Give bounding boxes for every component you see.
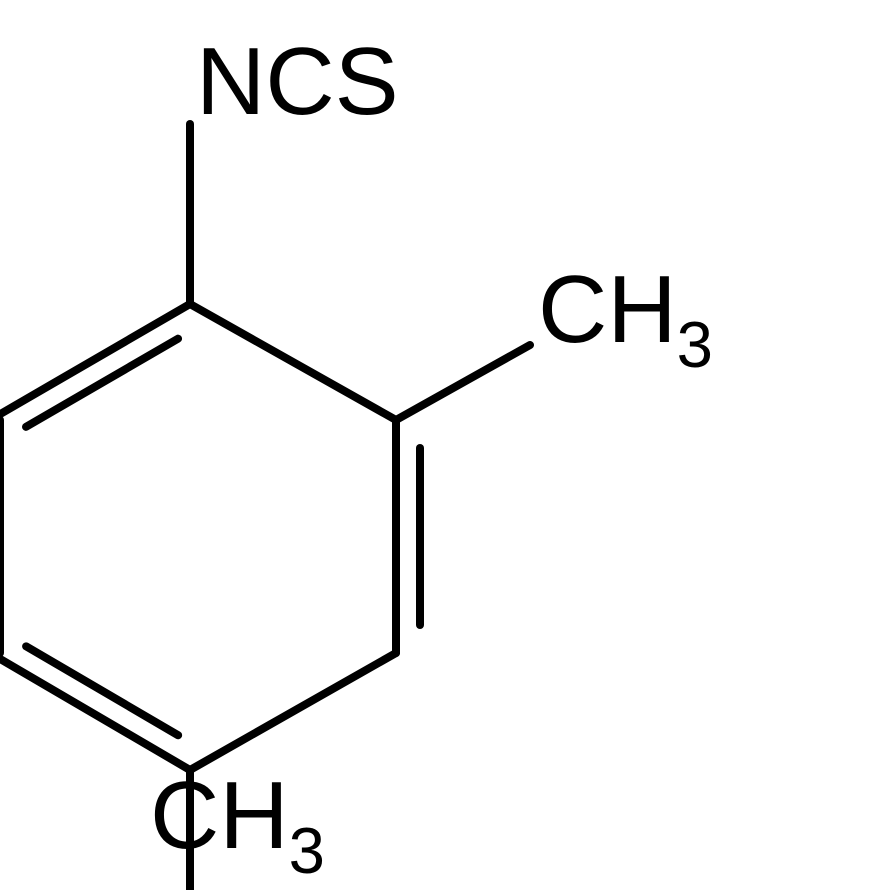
chemical-structure-canvas: NCS CH3 CH3 bbox=[0, 0, 890, 890]
bond-layer bbox=[0, 0, 890, 890]
ncs-label: NCS bbox=[196, 34, 399, 130]
ch3-top-label: CH3 bbox=[538, 262, 713, 372]
ch3-bottom-label: CH3 bbox=[150, 768, 325, 878]
